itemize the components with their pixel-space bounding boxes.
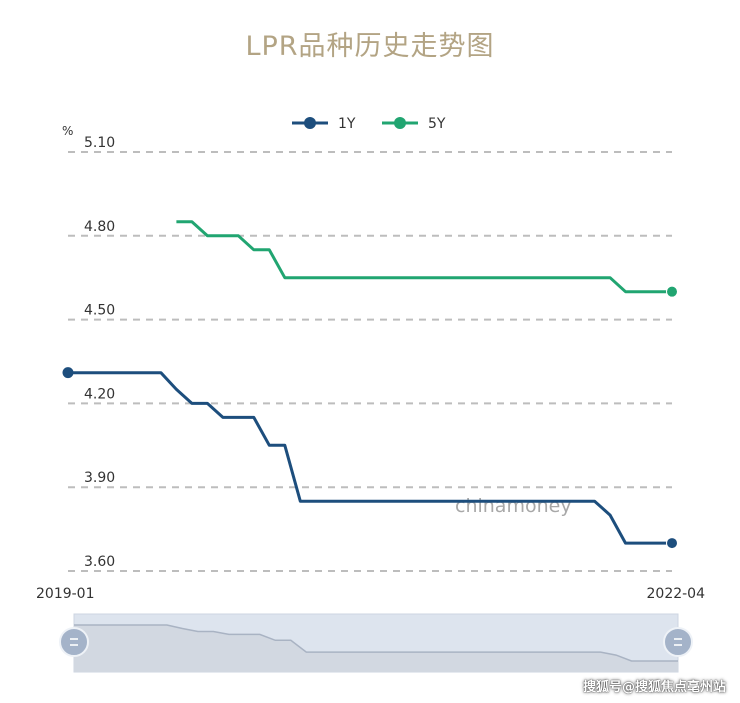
legend-label: 5Y — [428, 116, 446, 132]
y-tick-label: 4.20 — [84, 386, 115, 402]
chart-legend[interactable]: 1Y 5Y — [292, 116, 446, 132]
zoom-handle-start[interactable] — [59, 627, 89, 657]
data-zoom-slider[interactable] — [59, 613, 693, 673]
legend-label: 1Y — [338, 116, 356, 132]
series-lines — [62, 220, 678, 550]
drag-handle-icon[interactable] — [59, 627, 89, 657]
chart-title: LPR品种历史走势图 — [245, 31, 495, 62]
y-tick-label: 3.60 — [84, 554, 115, 570]
x-tick-label-start: 2019-01 — [36, 586, 95, 602]
legend-item-1y[interactable]: 1Y — [292, 116, 356, 132]
x-tick-label-end: 2022-04 — [647, 586, 706, 602]
chinamoney-watermark: chinamoney — [455, 495, 572, 517]
y-axis-ticks: 5.10 4.80 4.50 4.20 3.90 3.60 — [84, 135, 115, 570]
series-line-5y — [176, 220, 672, 294]
zoom-preview-area — [74, 625, 678, 672]
zoom-preview-line — [74, 624, 678, 662]
drag-handle-icon[interactable] — [663, 627, 693, 657]
x-axis-ticks: 2019-01 2022-04 — [36, 586, 705, 602]
data-point-5y-end[interactable] — [666, 285, 678, 298]
data-point-1y-start[interactable] — [62, 367, 74, 379]
legend-marker-icon — [394, 117, 406, 129]
y-tick-label: 3.90 — [84, 470, 115, 486]
data-point-1y-end[interactable] — [666, 537, 678, 550]
y-tick-label: 4.50 — [84, 303, 115, 319]
y-axis-unit: % — [62, 124, 73, 138]
y-tick-label: 4.80 — [84, 219, 115, 235]
zoom-handle-end[interactable] — [663, 627, 693, 657]
gridlines — [68, 151, 672, 572]
series-line-1y — [68, 371, 672, 545]
y-tick-label: 5.10 — [84, 135, 115, 151]
legend-item-5y[interactable]: 5Y — [382, 116, 446, 132]
footer-watermark: 搜狐号@搜狐焦点亳州站 — [582, 680, 726, 695]
legend-marker-icon — [304, 117, 316, 129]
